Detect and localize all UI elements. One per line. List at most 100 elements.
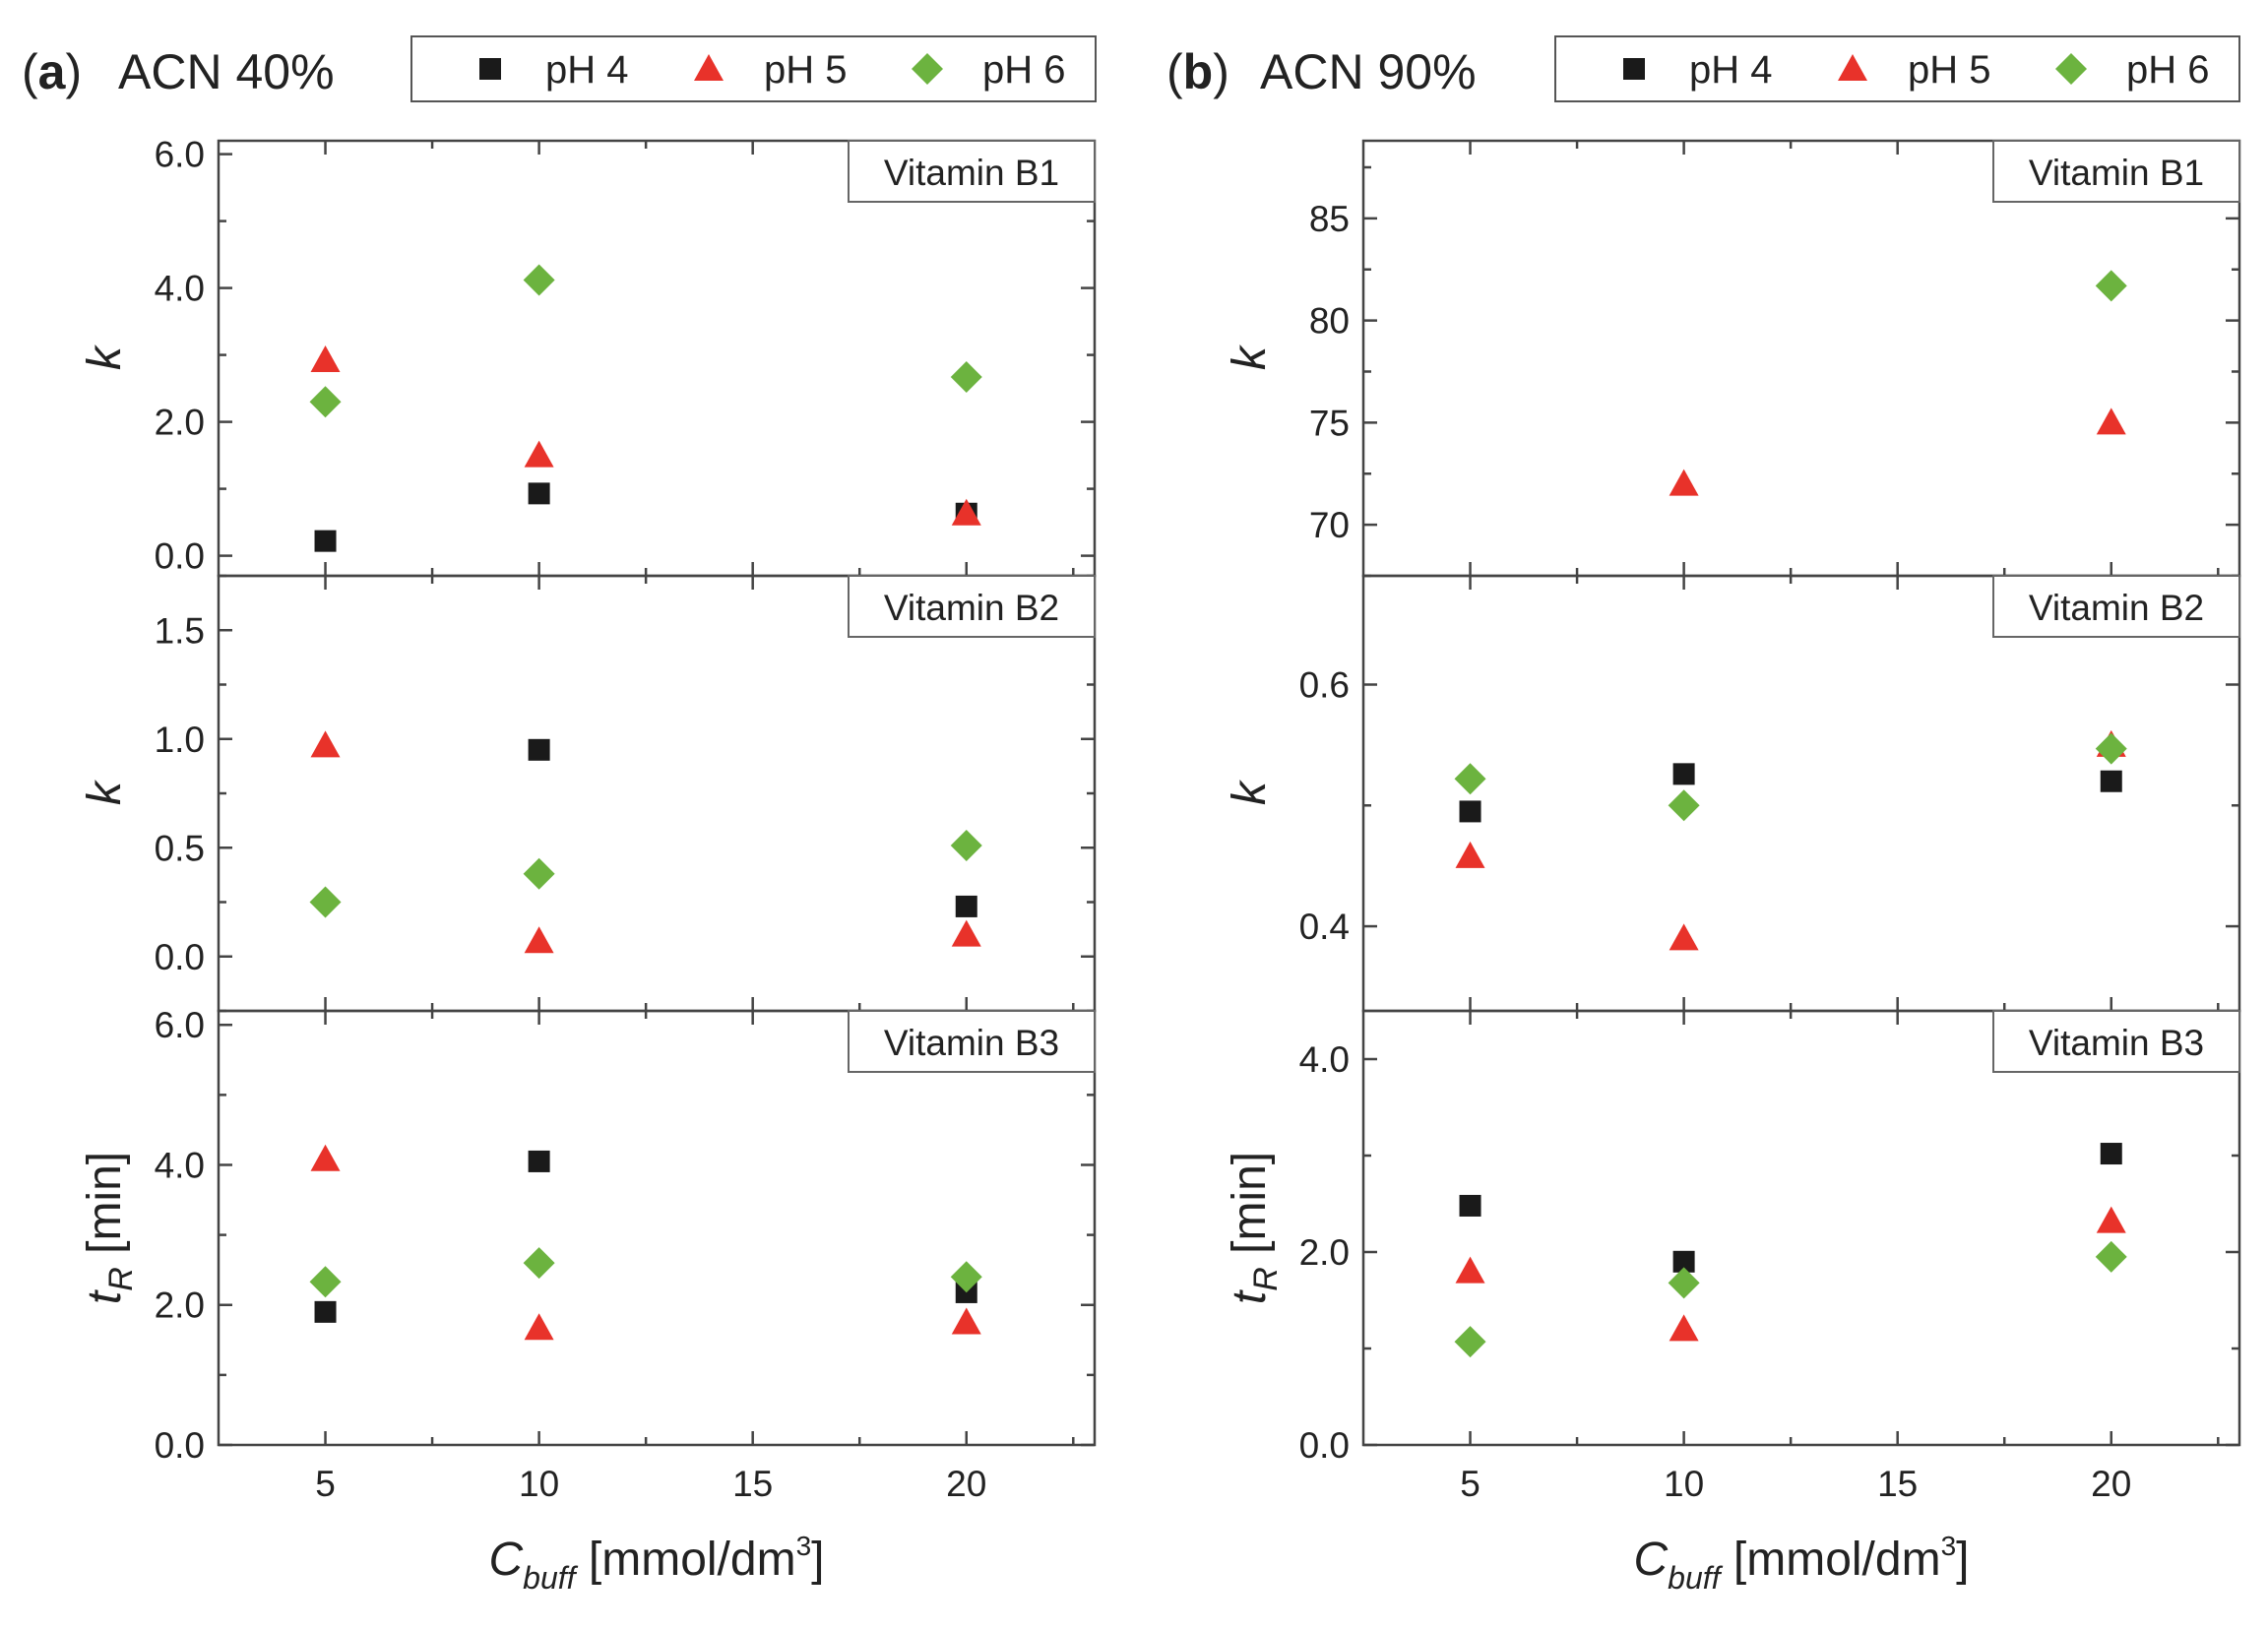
y-tick-label: 6.0 [155,135,205,175]
legend-marker-pH6 [912,53,943,85]
legend-label: pH 4 [545,48,629,92]
data-point-pH5 [951,1307,981,1335]
y-tick-label: 2.0 [1299,1232,1350,1273]
y-axis-label: k [1224,344,1276,370]
y-axis-label: k [79,344,131,370]
subplot-a-vitamin-b1: 0.0 2.0 4.0 6.0 k Vitamin B1 [79,135,1097,578]
subplot-b-vitamin-b1: 70 75 80 85 k Vitamin B1 [1224,139,2241,578]
plot-frame [1361,139,2241,578]
legend-marker-pH5 [694,54,724,81]
data-point-pH6 [950,361,982,394]
subplot-b-vitamin-b3: 5 10 15 20 0.0 2.0 4.0 tR [min] Vitamin B3 [1224,1009,2241,1504]
data-point-pH5 [310,1144,341,1171]
subplot-title-box [1992,1010,2240,1073]
subplot-title: Vitamin B3 [884,1023,1059,1063]
y-tick-label: 0.4 [1299,907,1350,947]
subplot-title: Vitamin B3 [2029,1023,2204,1063]
x-tick-label: 10 [1664,1464,1704,1504]
data-point-pH5 [951,919,981,947]
x-tick-label: 5 [315,1464,336,1504]
y-tick-label: 0.5 [155,828,205,868]
data-point-pH4 [314,530,337,552]
y-tick-label: 0.6 [1299,665,1350,706]
subplot-a-vitamin-b3: 5 10 15 20 0.0 2.0 4.0 6.0 tR [min] Vitamin B3 [79,1005,1097,1504]
legend-marker-pH6 [2055,53,2087,85]
data-point-pH4 [1672,1250,1695,1273]
legend-marker-pH5 [1838,54,1867,81]
x-tick-label: 5 [1460,1464,1480,1504]
data-point-pH4 [2100,770,2122,792]
x-tick-label: 15 [1877,1464,1918,1504]
legend: pH 4 pH 5 pH 6 [410,35,1097,102]
panel-title: ACN 90% [1260,44,1477,99]
y-tick-label: 70 [1309,505,1350,545]
subplot-a-vitamin-b2: 0.0 0.5 1.0 1.5 k Vitamin B2 [79,574,1097,1013]
subplot-title-box [848,1010,1096,1073]
data-point-pH4 [314,1300,337,1323]
x-tick-label: 20 [2091,1464,2131,1504]
legend-marker-pH4 [479,58,501,80]
y-tick-label: 2.0 [155,403,205,443]
data-point-pH5 [310,345,341,373]
data-point-pH4 [1459,800,1481,823]
y-axis-label: tR [min] [79,1152,140,1304]
x-tick-label: 10 [519,1464,559,1504]
data-point-pH6 [1454,1326,1486,1358]
data-point-pH5 [524,1313,554,1341]
data-point-pH6 [950,830,982,862]
data-point-pH4 [2100,1143,2122,1165]
legend-label: pH 6 [2126,48,2210,92]
data-point-pH6 [950,1261,982,1293]
data-point-pH6 [309,886,342,918]
y-tick-label: 75 [1309,403,1350,443]
data-point-pH5 [1455,841,1485,868]
data-point-pH5 [2096,1206,2126,1233]
plot-frame [217,1009,1097,1447]
panel-b-header: (b) ACN 90% [1166,44,1477,99]
x-axis-label: Cbuff [mmol/dm3] [489,1531,825,1596]
legend-box [410,35,1097,102]
y-tick-label: 0.0 [1299,1425,1350,1466]
x-axis-label: Cbuff [mmol/dm3] [1634,1531,1970,1596]
y-tick-label: 1.0 [155,720,205,760]
data-point-pH5 [1455,1256,1485,1284]
subplot-title: Vitamin B1 [884,153,1059,193]
y-tick-label: 85 [1309,199,1350,239]
y-tick-label: 0.0 [155,1425,205,1466]
data-point-pH5 [1669,923,1699,951]
y-tick-label: 6.0 [155,1005,205,1045]
data-point-pH6 [523,264,555,296]
legend-box [1554,35,2240,102]
x-tick-label: 15 [732,1464,773,1504]
subplot-title-box [1992,140,2240,203]
data-point-pH6 [1668,1267,1700,1299]
data-point-pH6 [523,857,555,890]
subplot-title: Vitamin B2 [2029,588,2204,628]
y-tick-label: 0.0 [155,536,205,577]
data-point-pH6 [523,1247,555,1280]
subplot-title-box [848,575,1096,638]
y-tick-label: 80 [1309,301,1350,342]
y-axis-label: k [1224,779,1276,805]
data-point-pH4 [955,895,977,917]
data-point-pH4 [528,482,550,505]
data-point-pH5 [951,498,981,526]
panel-letter: (b) [1166,44,1229,99]
y-axis-label: k [79,779,131,805]
y-tick-label: 2.0 [155,1285,205,1326]
legend-marker-pH4 [1623,58,1645,80]
data-point-pH4 [1459,1194,1481,1217]
y-tick-label: 1.5 [155,610,205,651]
data-point-pH5 [310,730,341,758]
data-point-pH5 [1669,469,1699,496]
panel-letter: (a) [22,44,82,99]
subplot-title-box [1992,575,2240,638]
subplot-title: Vitamin B2 [884,588,1059,628]
data-point-pH6 [2095,270,2127,302]
y-tick-label: 4.0 [1299,1039,1350,1080]
data-point-pH6 [309,1266,342,1298]
plot-frame [1361,1009,2241,1447]
data-point-pH6 [2095,732,2127,765]
data-point-pH5 [524,926,554,954]
